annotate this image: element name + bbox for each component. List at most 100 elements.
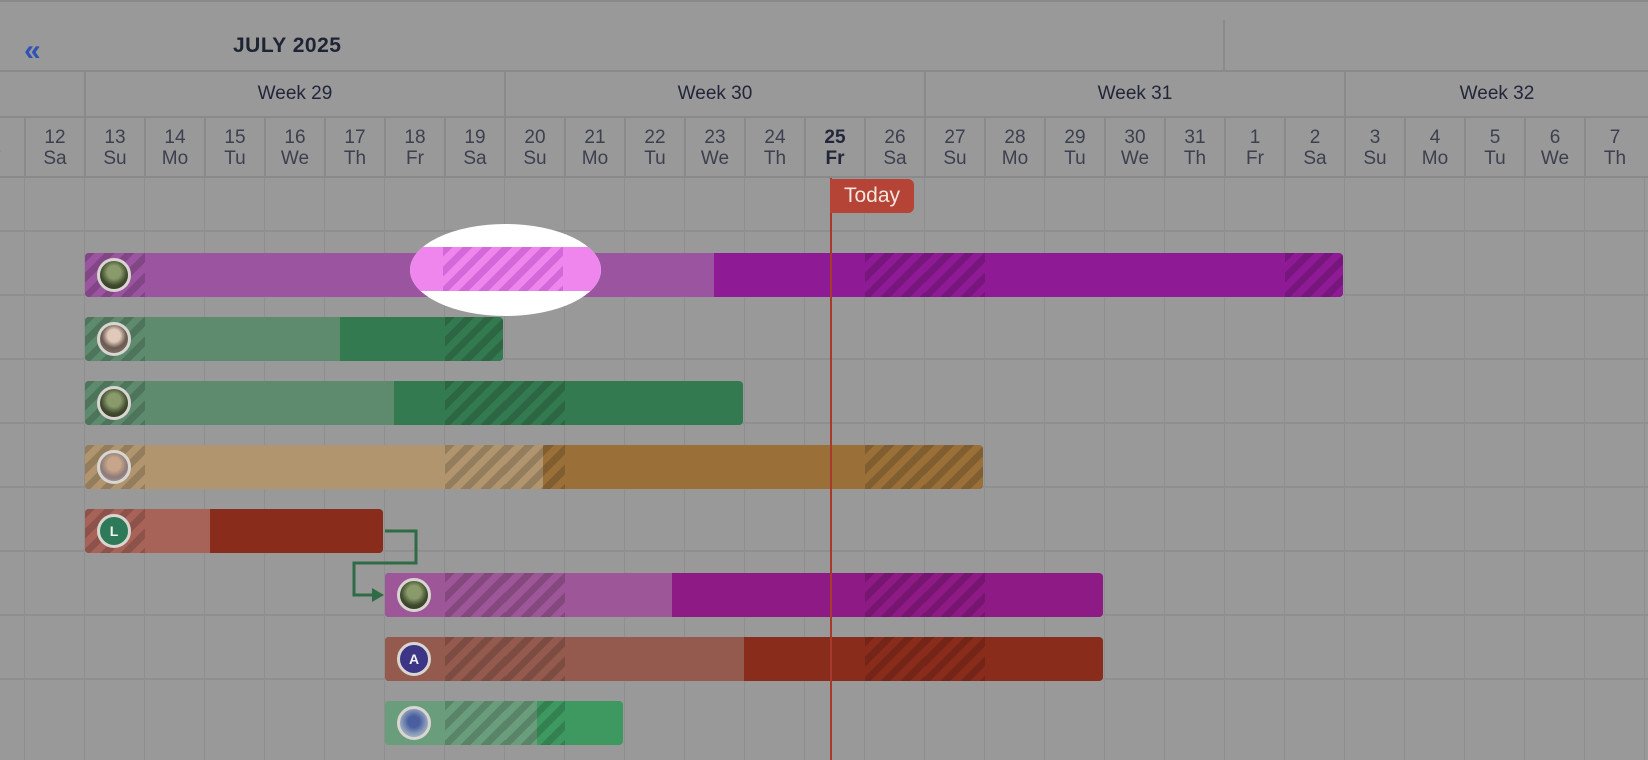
day-number: 20 <box>524 127 546 148</box>
task-bar[interactable] <box>85 253 1343 297</box>
day-number: 1 <box>1249 127 1261 148</box>
weekend-pattern <box>925 637 985 681</box>
grid-row-line <box>0 550 1648 552</box>
day-header[interactable]: 7 Th <box>1584 118 1644 176</box>
task-bar[interactable] <box>385 573 1103 617</box>
assignee-avatar[interactable]: A <box>397 642 431 676</box>
task-progress <box>385 637 744 681</box>
grid-column-line <box>1284 178 1285 760</box>
day-weekday: Mo <box>1421 148 1449 169</box>
day-header[interactable]: 30 We <box>1104 118 1164 176</box>
assignee-avatar[interactable] <box>97 450 131 484</box>
day-header[interactable]: 4 Mo <box>1404 118 1464 176</box>
grid-column-line <box>984 178 985 760</box>
dependency-line[interactable] <box>352 529 418 597</box>
day-weekday: Th <box>343 148 367 169</box>
weekend-pattern <box>1285 253 1343 297</box>
weekend-pattern <box>865 445 925 489</box>
day-number: 28 <box>1004 127 1026 148</box>
day-header[interactable]: 2 Sa <box>1284 118 1344 176</box>
day-weekday: Mo <box>1001 148 1029 169</box>
day-header[interactable]: 21 Mo <box>564 118 624 176</box>
weekend-pattern <box>505 701 565 745</box>
assignee-avatar[interactable] <box>97 386 131 420</box>
task-bar[interactable] <box>85 317 503 361</box>
assignee-avatar[interactable] <box>397 578 431 612</box>
day-header[interactable]: 31 Th <box>1164 118 1224 176</box>
day-weekday: Sa <box>883 148 907 169</box>
day-weekday: Su <box>943 148 967 169</box>
grid-column-line <box>1584 178 1585 760</box>
day-number: 25 <box>824 127 846 148</box>
weekend-pattern <box>925 573 985 617</box>
weekend-pattern <box>925 253 985 297</box>
weekend-pattern <box>865 637 925 681</box>
day-weekday: Fr <box>1246 148 1264 169</box>
task-bar[interactable]: A <box>385 637 1103 681</box>
day-header[interactable]: 17 Th <box>324 118 384 176</box>
day-header[interactable]: 6 We <box>1524 118 1584 176</box>
week-header-2: Week 30 <box>504 72 924 116</box>
day-number: 31 <box>1184 127 1206 148</box>
today-badge: Today <box>830 179 914 213</box>
task-bar[interactable] <box>85 381 743 425</box>
assignee-avatar[interactable] <box>397 706 431 740</box>
day-number: 5 <box>1489 127 1501 148</box>
weekend-pattern <box>505 381 565 425</box>
day-header[interactable]: 20 Su <box>504 118 564 176</box>
assignee-avatar[interactable] <box>97 258 131 292</box>
day-header[interactable]: 13 Su <box>84 118 144 176</box>
day-number: 1 <box>0 127 24 148</box>
day-header[interactable]: 18 Fr <box>384 118 444 176</box>
day-number: 13 <box>104 127 126 148</box>
day-header[interactable]: 26 Sa <box>864 118 924 176</box>
grid-column-line <box>84 178 85 760</box>
weekend-pattern <box>505 445 565 489</box>
grid-column-line <box>1104 178 1105 760</box>
day-header[interactable]: 3 Su <box>1344 118 1404 176</box>
day-header[interactable]: 28 Mo <box>984 118 1044 176</box>
day-number: 16 <box>284 127 306 148</box>
day-weekday: Tu <box>644 148 666 169</box>
day-header[interactable]: 16 We <box>264 118 324 176</box>
day-number: 18 <box>404 127 426 148</box>
day-weekday: Th <box>1603 148 1627 169</box>
day-header-row: 1F12Sa13Su14Mo15Tu16We17Th18Fr19Sa20Su21… <box>0 116 1648 178</box>
day-header[interactable]: 14 Mo <box>144 118 204 176</box>
day-header[interactable]: 23 We <box>684 118 744 176</box>
day-header[interactable]: 29 Tu <box>1044 118 1104 176</box>
day-weekday: We <box>1540 148 1570 169</box>
day-header[interactable]: 15 Tu <box>204 118 264 176</box>
assignee-avatar[interactable] <box>97 322 131 356</box>
month-header-row: « JULY 2025 <box>0 0 1648 72</box>
day-header[interactable]: 12 Sa <box>24 118 84 176</box>
weekend-pattern <box>445 701 505 745</box>
day-header[interactable]: 22 Tu <box>624 118 684 176</box>
day-weekday: Su <box>1363 148 1387 169</box>
grid-column-line <box>1464 178 1465 760</box>
day-header[interactable]: 1 Fr <box>1224 118 1284 176</box>
day-number: 26 <box>884 127 906 148</box>
day-number: 21 <box>584 127 606 148</box>
task-bar[interactable] <box>385 701 623 745</box>
day-weekday: Mo <box>161 148 189 169</box>
weekend-pattern <box>505 637 565 681</box>
assignee-avatar[interactable]: L <box>97 514 131 548</box>
day-header[interactable]: 5 Tu <box>1464 118 1524 176</box>
grid-column-line <box>1224 178 1225 760</box>
day-weekday: We <box>280 148 310 169</box>
previous-period-button[interactable]: « <box>24 34 41 67</box>
task-bar[interactable] <box>85 445 983 489</box>
day-header[interactable]: 19 Sa <box>444 118 504 176</box>
dependency-arrowhead <box>372 588 384 602</box>
task-progress <box>85 381 395 425</box>
day-header[interactable]: 24 Th <box>744 118 804 176</box>
day-number: 24 <box>764 127 786 148</box>
day-header-today[interactable]: 25 Fr <box>804 118 864 176</box>
day-weekday: Fr <box>825 148 845 169</box>
day-header[interactable]: 27 Su <box>924 118 984 176</box>
day-header[interactable]: 1F <box>0 118 24 176</box>
task-bar[interactable]: L <box>85 509 383 553</box>
weekend-pattern <box>445 573 505 617</box>
